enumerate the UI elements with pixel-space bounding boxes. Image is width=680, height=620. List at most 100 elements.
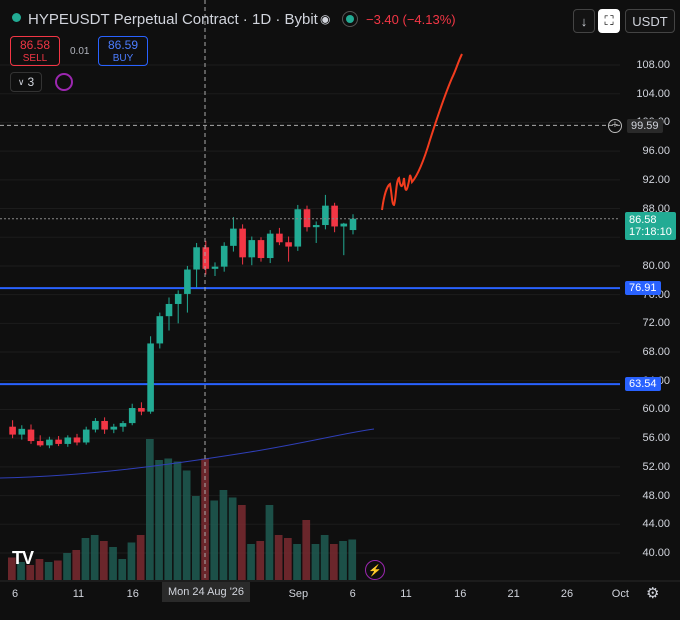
sell-button[interactable]: 86.58 SELL [10,36,60,66]
price-change: −3.40 (−4.13%) [366,12,456,27]
time-tick: 21 [507,588,520,600]
candle-body [27,429,35,442]
flash-icon[interactable]: ⚡ [365,560,385,580]
candle-body [101,420,108,430]
symbol-title[interactable]: HYPEUSDT Perpetual Contract · 1D · Bybit [28,11,318,28]
crosshair-date-label: Mon 24 Aug '26 [162,582,250,602]
chart-grid [0,64,620,554]
market-open-indicator [12,13,21,22]
price-tick: 92.00 [642,173,670,186]
volume-bar [182,470,191,580]
volume-bar [284,538,292,580]
status-indicator[interactable] [342,11,358,27]
eye-icon[interactable]: ◉ [320,12,331,26]
price-tick: 56.00 [642,432,670,445]
volume-bar [256,541,265,580]
spread-value: 0.01 [70,46,90,57]
volume-bar [192,496,200,580]
volume-bar [26,565,35,580]
candle-body [184,269,191,294]
candle-body [239,228,246,258]
candle-body [165,303,173,317]
volume-bar [320,535,329,580]
chevron-down-icon: ∨ [17,76,25,87]
buy-button[interactable]: 86.59 BUY [98,36,148,66]
volume-bar [35,559,44,580]
time-tick: 26 [560,588,574,600]
freehand-drawing[interactable] [381,53,463,211]
horizontal-levels[interactable] [0,287,620,386]
price-tick: 72.00 [642,317,670,330]
volume-bar [302,520,311,580]
candle-body [276,233,283,243]
indicator-count: 3 [27,75,35,89]
bar-countdown: 17:18:10 [629,226,672,238]
time-tick: 6 [11,588,19,600]
volume-bar [63,553,71,580]
crosshair-price-label: 99.59 [627,119,663,133]
settings-gear-icon[interactable]: ⚙ [646,585,660,602]
currency-select[interactable]: USDT [625,9,675,33]
candle-body [303,209,311,228]
add-alert-icon[interactable]: + [608,119,622,133]
volume-bar [54,560,62,580]
buy-price: 86.59 [107,38,139,52]
candle-body [147,343,154,412]
last-price-tag: 86.58 17:18:10 [625,212,676,240]
candle-body [202,247,210,269]
fullscreen-icon[interactable]: ⛶ [598,9,620,33]
candlestick-series [9,194,357,449]
time-tick: Sep [288,588,309,600]
price-tick: 88.00 [642,202,670,215]
candle-body [294,209,302,247]
indicators-toggle[interactable]: ∨ 3 [10,72,42,92]
candle-body [156,316,164,344]
volume-bar [339,541,347,580]
candle-body [322,205,329,226]
tradingview-logo-icon[interactable]: TV [12,548,34,568]
candle-body [248,240,256,258]
candle-body [312,225,320,228]
candle-body [230,228,237,246]
level-2-tag[interactable]: 63.54 [625,377,661,391]
time-tick: 11 [400,588,412,600]
volume-bar [173,461,182,580]
candle-body [128,408,136,424]
indicator-settings-icon[interactable] [55,73,73,91]
candle-body [257,240,265,259]
candle-body [36,441,44,446]
time-tick: 6 [349,588,356,600]
volume-bar [146,439,154,580]
candle-body [110,426,118,430]
volume-bar [210,500,219,580]
price-tick: 44.00 [642,518,670,531]
candle-body [340,223,348,227]
time-tick: 11 [72,588,85,600]
volume-bar [247,544,255,580]
volume-bar [228,497,237,580]
volume-bar [44,562,53,580]
volume-bar [348,539,357,580]
volume-bar [118,559,127,580]
download-icon[interactable]: ↓ [573,9,595,33]
volume-bars [8,439,357,580]
candle-body [73,437,81,443]
volume-bar [164,458,173,580]
candle-body [349,218,357,231]
price-tick: 108.00 [636,59,670,71]
candle-body [138,408,145,412]
price-tick: 68.00 [642,346,670,359]
level-1-tag[interactable]: 76.91 [625,281,661,295]
candle-body [220,245,228,267]
sell-label: SELL [22,53,48,64]
volume-bar [274,535,283,580]
candle-body [9,426,16,435]
candle-body [64,437,72,444]
volume-bar [100,541,108,580]
volume-bar [90,535,99,580]
volume-bar [219,490,228,580]
candle-body [211,266,219,269]
price-tick: 96.00 [642,145,670,158]
candle-body [119,423,127,427]
